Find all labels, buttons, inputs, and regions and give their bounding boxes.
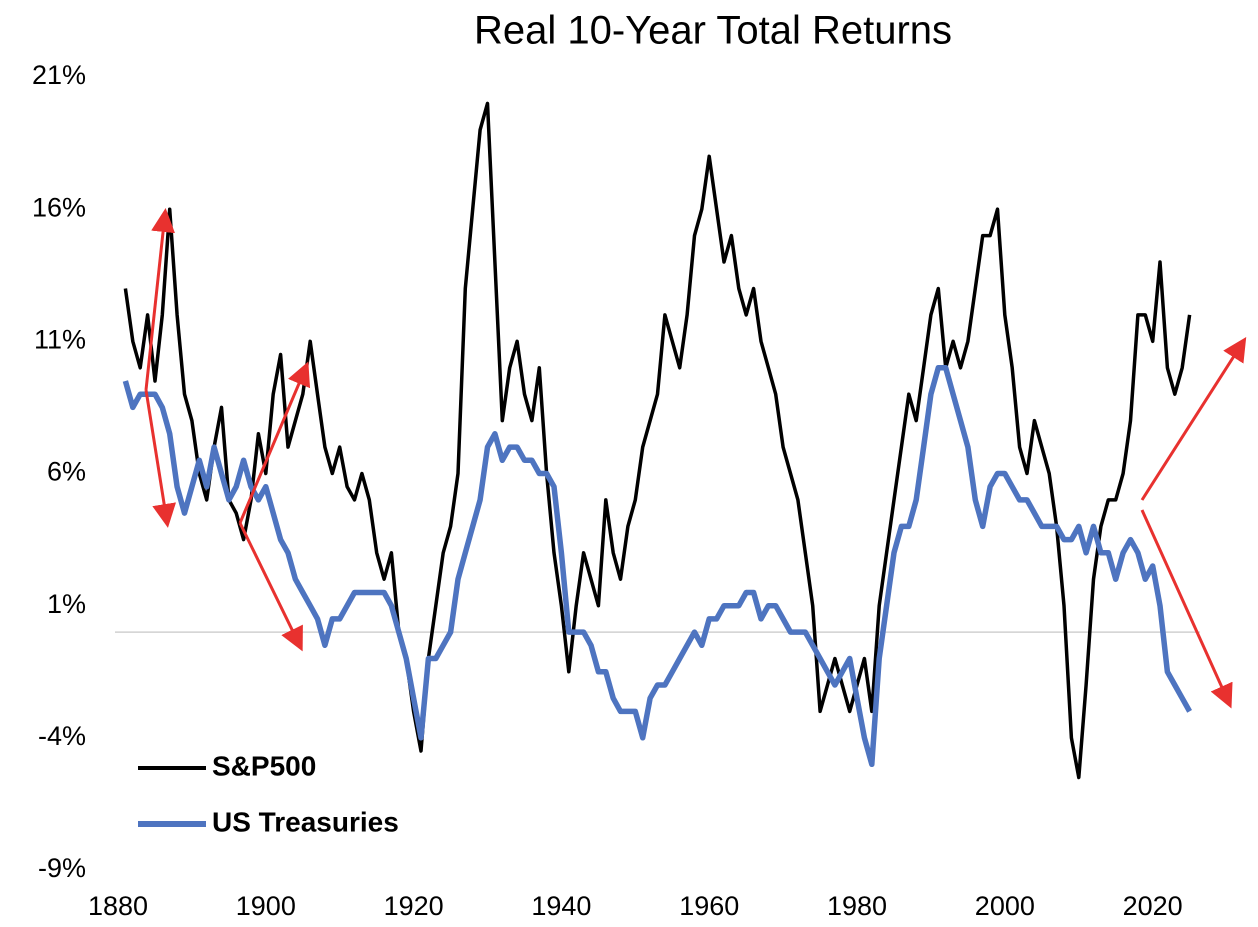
arrow [144,208,175,391]
y-tick-label: 11% [34,324,86,354]
x-tick-label: 1980 [827,891,887,921]
chart-title: Real 10-Year Total Returns [474,9,952,53]
y-tick-label: 6% [47,457,86,487]
arrow [238,522,303,652]
x-tick-label: 1920 [384,891,444,921]
plot-area: -9% -4% 1% 6% 11% 16% 21% 1880 1900 1920 1940 1960 1… [32,60,1200,921]
x-tick-label: 2000 [975,891,1035,921]
y-tick-label: 1% [47,589,86,619]
arrow [238,361,311,524]
x-tick-label: 1900 [236,891,296,921]
series-line [122,365,1192,768]
x-tick-label: 1960 [679,891,739,921]
y-tick-label: 21% [32,60,86,90]
arrow [144,389,177,528]
annotation-arrows [144,208,1247,709]
y-tick-label: -9% [38,853,86,883]
x-tick-label: 1940 [531,891,591,921]
series-line [123,101,1192,780]
y-tick-label: -4% [38,721,86,751]
legend-label: S&P500 [212,750,316,781]
legend-label: US Treasuries [212,806,399,837]
arrow [1140,509,1233,709]
x-tick-label: 1880 [88,891,148,921]
arrow [1140,336,1247,501]
y-tick-label: 16% [32,192,86,222]
x-tick-label: 2020 [1123,891,1183,921]
